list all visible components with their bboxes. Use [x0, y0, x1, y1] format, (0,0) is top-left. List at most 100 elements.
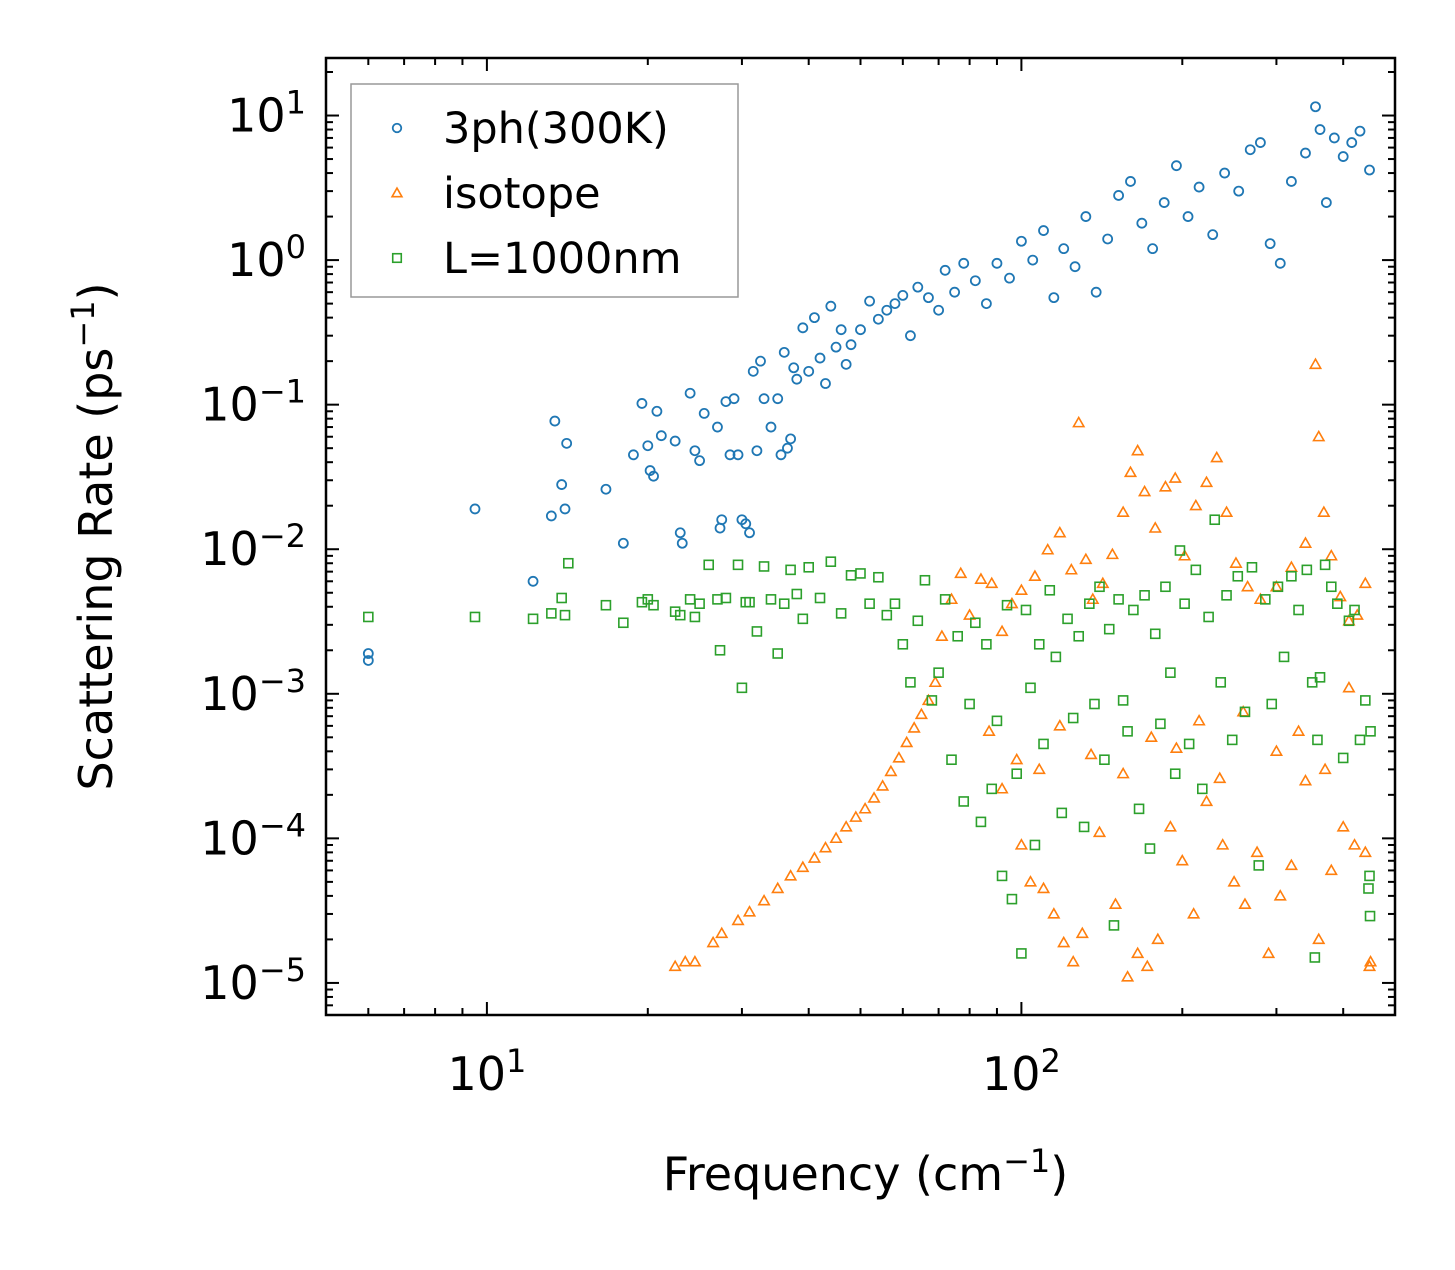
data-point [731, 913, 745, 926]
data-point [1033, 638, 1045, 650]
data-point [1308, 357, 1323, 370]
data-point [1363, 954, 1378, 967]
tick-labels: 101 102 101 100 10−1 10−2 10−3 10−4 10−5 [200, 84, 1061, 1101]
data-point [1187, 907, 1201, 919]
data-point [818, 841, 833, 853]
data-point [651, 405, 663, 417]
data-point [1158, 480, 1173, 492]
data-point [889, 598, 901, 609]
data-point [362, 648, 374, 659]
data-point [1113, 190, 1124, 201]
data-point [1337, 752, 1349, 764]
data-point [1358, 845, 1372, 858]
data-point [892, 751, 906, 763]
legend-marker-circle [391, 122, 403, 134]
data-point [1064, 563, 1078, 575]
data-point [1179, 598, 1190, 609]
data-point [926, 695, 938, 706]
data-point [712, 421, 723, 433]
data-point [1301, 564, 1313, 576]
data-point [914, 707, 928, 720]
data-point [1116, 766, 1130, 779]
data-point [644, 465, 656, 476]
y-tick-label: 101 [227, 84, 306, 143]
data-point [1140, 959, 1154, 972]
data-point [1089, 698, 1100, 710]
data-point [1144, 730, 1158, 743]
data-point [986, 783, 998, 795]
data-point [1190, 564, 1202, 576]
data-point [1169, 768, 1181, 780]
data-point [1108, 897, 1123, 909]
data-point [928, 675, 942, 688]
data-point [785, 433, 797, 445]
data-point [1053, 525, 1067, 538]
data-point [1363, 883, 1374, 894]
data-point [1117, 695, 1129, 706]
data-point [1332, 598, 1343, 609]
data-point [1105, 547, 1119, 560]
legend-label: isotope [443, 169, 601, 219]
data-point [771, 881, 785, 894]
data-point [864, 598, 875, 609]
data-point [1032, 762, 1046, 775]
data-point [1090, 286, 1102, 298]
data-point [1171, 160, 1182, 172]
data-point [1358, 576, 1372, 589]
data-point [820, 378, 831, 389]
data-point [1169, 741, 1184, 753]
data-point [1319, 559, 1331, 571]
data-point [1128, 604, 1139, 616]
data-point [628, 449, 639, 461]
data-point [935, 629, 949, 641]
data-point [556, 479, 568, 490]
data-point [1038, 225, 1049, 236]
data-point [867, 791, 881, 803]
data-point [785, 564, 796, 576]
data-point [964, 698, 975, 710]
data-point [1318, 762, 1332, 775]
y-tick-label: 10−4 [200, 806, 306, 865]
data-point [362, 655, 374, 666]
data-point [900, 735, 914, 748]
data-point [1014, 583, 1028, 595]
legend-item: L=1000nm [391, 234, 682, 284]
data-point [694, 455, 705, 467]
data-point [600, 483, 612, 495]
data-point [946, 754, 957, 766]
data-point [669, 435, 681, 447]
data-point [545, 510, 557, 522]
data-point [1354, 734, 1366, 746]
data-point [1175, 853, 1189, 866]
data-point [668, 959, 682, 972]
legend-marker-square [391, 252, 403, 264]
data-point [1284, 858, 1298, 871]
data-point [1028, 569, 1042, 581]
data-point [1058, 243, 1070, 255]
data-point [744, 596, 755, 608]
data-point [1219, 505, 1234, 518]
data-point [689, 445, 701, 457]
data-point [1337, 151, 1349, 162]
data-point [970, 617, 981, 629]
data-point [1122, 726, 1133, 737]
data-point [881, 609, 893, 621]
data-point [1269, 744, 1284, 757]
data-point [1053, 719, 1067, 731]
data-point [873, 571, 884, 583]
data-point [715, 926, 729, 939]
data-point [791, 588, 803, 600]
data-point [980, 298, 992, 310]
data-point [1266, 698, 1278, 710]
data-point [772, 393, 784, 405]
data-point [1272, 581, 1284, 593]
data-point [1203, 611, 1214, 623]
data-point [1312, 932, 1326, 945]
data-point [1056, 807, 1068, 819]
data-point [698, 408, 710, 419]
data-point [561, 437, 573, 449]
data-point [755, 355, 766, 367]
data-point [1286, 176, 1297, 187]
data-point [1216, 838, 1230, 850]
